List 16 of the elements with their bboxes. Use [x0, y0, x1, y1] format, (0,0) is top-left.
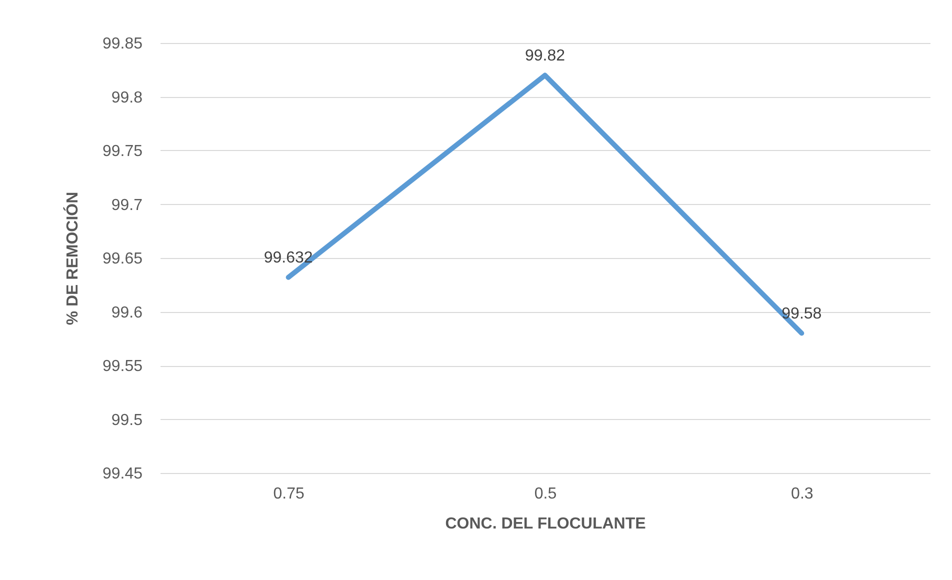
x-axis-title: CONC. DEL FLOCULANTE — [445, 516, 646, 532]
y-tick-label: 99.45 — [102, 466, 143, 482]
x-tick-label: 0.3 — [791, 486, 814, 502]
data-label: 99.82 — [524, 47, 566, 64]
y-tick-label: 99.5 — [111, 412, 143, 429]
y-tick-label: 99.55 — [102, 358, 143, 375]
y-tick-label: 99.85 — [102, 36, 143, 52]
y-tick-label: 99.6 — [111, 304, 143, 322]
y-tick-label: 99.65 — [102, 250, 143, 268]
x-tick-label: 0.75 — [273, 486, 305, 502]
y-axis-title: % DE REMOCIÓN — [62, 192, 82, 326]
y-tick-label: 99.7 — [111, 196, 143, 214]
x-tick-label: 0.5 — [534, 486, 557, 502]
y-tick-label: 99.8 — [111, 89, 143, 106]
data-label: 99.632 — [264, 249, 313, 266]
y-tick-label: 99.75 — [102, 143, 143, 160]
